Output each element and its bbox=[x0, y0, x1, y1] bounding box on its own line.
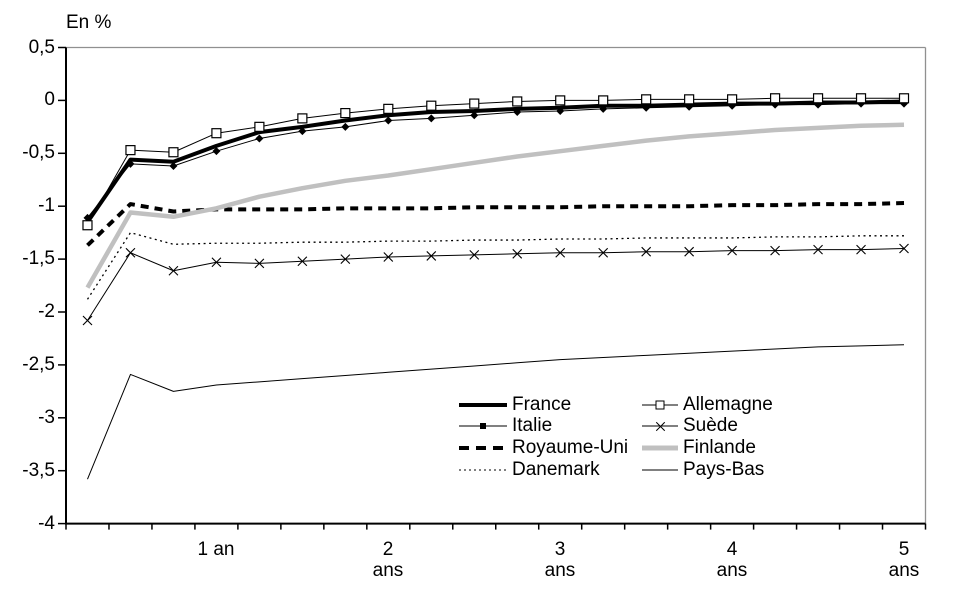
x-axis-tick-label: 3 ans bbox=[515, 539, 605, 581]
legend-label: Suède bbox=[683, 415, 738, 437]
legend-label: Pays-Bas bbox=[683, 458, 765, 480]
france-line-sample bbox=[459, 397, 507, 412]
y-axis-tick-label: -4 bbox=[38, 513, 55, 534]
y-axis-tick-label: -1 bbox=[38, 195, 55, 216]
legend-label: Italie bbox=[512, 415, 553, 437]
x-axis-tick-label: 2 ans bbox=[343, 539, 433, 581]
legend-item-suede: Suède bbox=[642, 415, 773, 438]
y-axis-title: En % bbox=[66, 12, 112, 33]
y-axis-tick-label: -1,5 bbox=[22, 248, 55, 269]
legend-item-royaume-uni: Royaume-Uni bbox=[459, 437, 642, 459]
legend-label: Danemark bbox=[512, 458, 600, 480]
legend-label: Royaume-Uni bbox=[512, 436, 629, 458]
legend-item-allemagne: Allemagne bbox=[642, 394, 773, 416]
legend-item-france: France bbox=[459, 394, 642, 416]
legend-label: France bbox=[512, 393, 572, 415]
x-tick-year: 2 bbox=[382, 539, 394, 560]
x-axis-tick-label: 5 ans bbox=[859, 539, 949, 581]
x-tick-unit: ans bbox=[888, 560, 920, 581]
y-axis-tick-label: -3 bbox=[38, 407, 55, 428]
x-tick-year: 5 bbox=[898, 539, 910, 560]
legend-item-danemark: Danemark bbox=[459, 459, 642, 481]
y-axis-tick-label: -2,5 bbox=[22, 354, 55, 375]
legend-label: Finlande bbox=[683, 436, 756, 458]
legend-item-finlande: Finlande bbox=[642, 437, 773, 459]
x-tick-unit: ans bbox=[544, 560, 576, 581]
x-tick-year: 1 an bbox=[197, 539, 235, 560]
y-axis-tick-label: -2 bbox=[38, 301, 55, 322]
x-tick-year: 4 bbox=[726, 539, 738, 560]
x-axis-tick-label: 4 ans bbox=[687, 539, 777, 581]
x-marker-icon bbox=[655, 421, 666, 432]
royaume-uni-line-sample bbox=[459, 440, 507, 455]
x-tick-unit: ans bbox=[716, 560, 748, 581]
legend-item-pays-bas: Pays-Bas bbox=[642, 459, 773, 481]
x-tick-year: 3 bbox=[554, 539, 566, 560]
y-axis-tick-label: -3,5 bbox=[22, 460, 55, 481]
x-tick-unit: ans bbox=[372, 560, 404, 581]
finlande-line-sample bbox=[642, 440, 678, 455]
italie-line-sample bbox=[459, 419, 507, 434]
y-axis-tick-label: 0 bbox=[44, 89, 55, 110]
danemark-line-sample bbox=[459, 462, 507, 477]
square-marker-icon bbox=[655, 400, 665, 410]
y-axis-tick-label: -0,5 bbox=[22, 142, 55, 163]
y-axis-tick-label: 0,5 bbox=[28, 37, 55, 58]
pays-bas-line-sample bbox=[642, 462, 678, 477]
legend-label: Allemagne bbox=[683, 393, 773, 415]
allemagne-line-sample bbox=[642, 397, 678, 412]
legend: France Allemagne Italie Suède Royaume-Un… bbox=[459, 394, 773, 480]
suede-line-sample bbox=[642, 419, 678, 434]
diamond-marker-icon bbox=[480, 423, 486, 430]
legend-item-italie: Italie bbox=[459, 415, 642, 438]
x-axis-tick-label: 1 an bbox=[171, 539, 261, 560]
